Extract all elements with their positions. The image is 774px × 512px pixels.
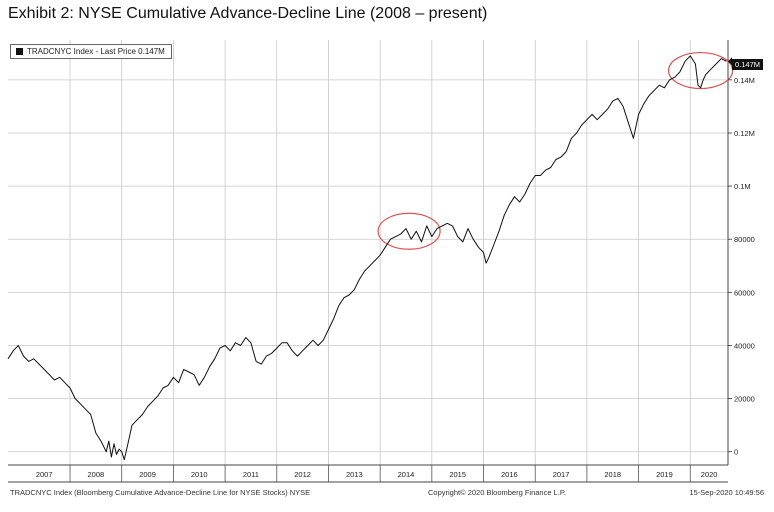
x-tick-label: 2007: [36, 470, 53, 479]
y-tick-label: 0.1M: [734, 182, 751, 191]
y-tick-label: 0.12M: [734, 129, 755, 138]
footer-copyright: Copyright© 2020 Bloomberg Finance L.P.: [428, 488, 566, 497]
footer-timestamp: 15-Sep-2020 10:49:56: [689, 488, 764, 497]
chart-legend: TRADCNYC Index - Last Price 0.147M: [10, 44, 172, 59]
legend-swatch: [16, 48, 23, 55]
y-tick-label: 40000: [734, 341, 755, 350]
x-tick-label: 2011: [243, 470, 259, 479]
x-tick-label: 2014: [398, 470, 415, 479]
plot-frame: [8, 40, 729, 483]
x-tick-label: 2015: [449, 470, 466, 479]
x-tick-label: 2013: [346, 470, 363, 479]
x-axis: 2007 2008 2009 2010 2011 2012 2013 2014 2015 2016…: [36, 465, 718, 482]
x-tick-label: 2019: [656, 470, 673, 479]
x-tick-label: 2018: [604, 470, 621, 479]
last-price-label: 0.147M: [732, 59, 764, 70]
last-price-pointer: [728, 57, 732, 66]
x-tick-label: 2020: [701, 470, 718, 479]
x-tick-label: 2010: [191, 470, 208, 479]
grid-layer: [8, 40, 728, 465]
x-tick-label: 2016: [501, 470, 518, 479]
x-tick-label: 2008: [88, 470, 105, 479]
highlight-layer: [377, 51, 734, 250]
y-tick-label: 80000: [734, 235, 755, 244]
y-tick-label: 0: [734, 448, 738, 457]
y-axis: 0 20000 40000 60000 80000 0.1M 0.12M 0.14M: [728, 76, 755, 457]
x-tick-label: 2009: [139, 470, 156, 479]
series-layer: [7, 55, 732, 461]
y-tick-label: 0.14M: [734, 76, 755, 85]
footer-source: TRADCNYC Index (Bloomberg Cumulative Adv…: [10, 488, 311, 497]
highlight-ellipse-2014: [377, 212, 441, 250]
exhibit-title: Exhibit 2: NYSE Cumulative Advance-Decli…: [8, 5, 488, 22]
x-tick-label: 2017: [553, 470, 570, 479]
y-tick-label: 60000: [734, 288, 755, 297]
x-tick-label: 2012: [294, 470, 311, 479]
legend-label: TRADCNYC Index - Last Price 0.147M: [27, 47, 165, 56]
series-line: [7, 55, 727, 461]
highlight-ellipse-2020: [668, 51, 734, 90]
y-tick-label: 20000: [734, 395, 755, 404]
